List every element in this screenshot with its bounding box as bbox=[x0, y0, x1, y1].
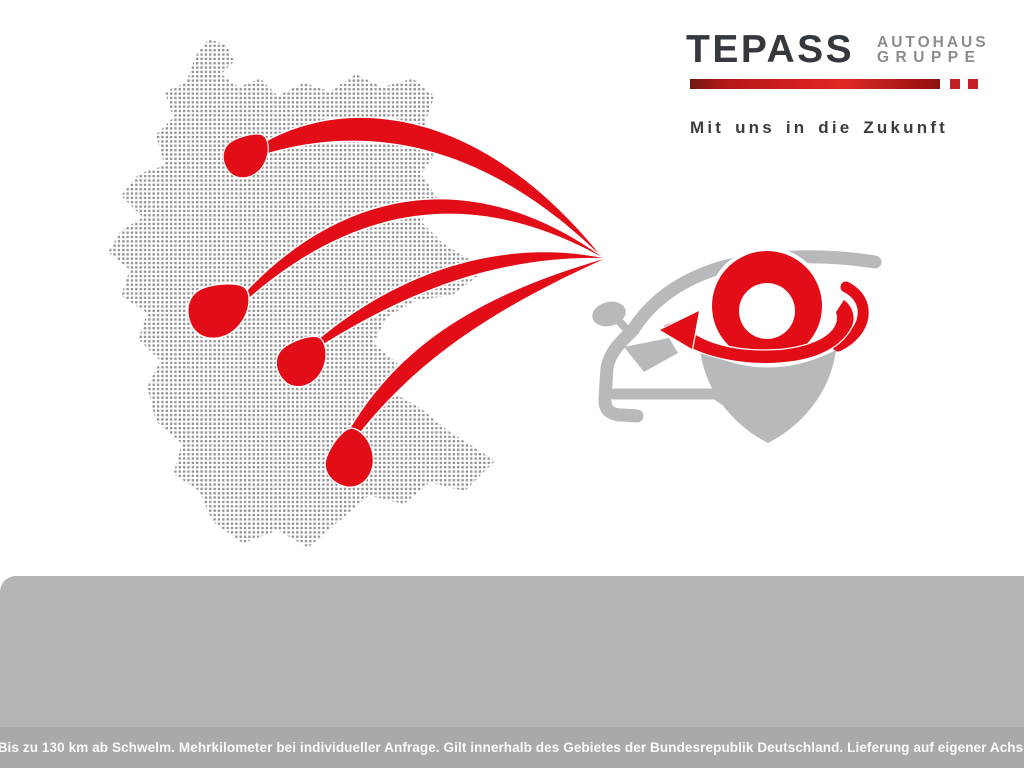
logo-accent-square bbox=[950, 79, 960, 89]
tepass-logo: TEPASS AUTOHAUS GRUPPE Mit uns in die Zu… bbox=[686, 28, 996, 136]
germany-dot-map bbox=[108, 39, 496, 548]
brand-suffix-line1: AUTOHAUS bbox=[877, 34, 989, 51]
map-location-markers bbox=[187, 133, 374, 488]
delivery-route-swoosh bbox=[343, 257, 605, 442]
brand-tagline: Mit uns in die Zukunft bbox=[690, 118, 949, 137]
brand-name: TEPASS bbox=[686, 28, 855, 71]
location-pin-marker bbox=[275, 335, 327, 388]
car-window-glass bbox=[624, 338, 678, 372]
orbit-ring-front bbox=[662, 298, 855, 365]
logo-accent-square bbox=[968, 79, 978, 89]
delivery-illustration bbox=[108, 39, 882, 548]
delivery-route-swooshes bbox=[240, 116, 605, 442]
disclaimer-footer: ¹ Bis zu 130 km ab Schwelm. Mehrkilomete… bbox=[0, 727, 1024, 768]
car-side-mirror bbox=[592, 301, 626, 327]
location-pin-marker bbox=[222, 133, 269, 179]
orbit-arrow-tip bbox=[657, 308, 701, 351]
delivery-pin-icon bbox=[657, 247, 869, 443]
pin-cone bbox=[700, 350, 836, 443]
car-mirror-arm bbox=[615, 317, 635, 338]
logo-accent-bar bbox=[690, 79, 940, 89]
offer-banner: Bundesweite Auslieferung ab Schwelm für … bbox=[0, 576, 1024, 727]
pin-hole bbox=[739, 283, 795, 339]
location-pin-marker bbox=[187, 283, 250, 339]
location-pin-marker bbox=[324, 427, 374, 488]
disclaimer-text: ¹ Bis zu 130 km ab Schwelm. Mehrkilomete… bbox=[0, 740, 1024, 755]
car-bumper-line bbox=[608, 388, 735, 409]
brand-suffix: AUTOHAUS GRUPPE bbox=[877, 34, 989, 66]
orbit-ring-back bbox=[832, 281, 869, 352]
brand-suffix-line2: GRUPPE bbox=[877, 49, 982, 66]
